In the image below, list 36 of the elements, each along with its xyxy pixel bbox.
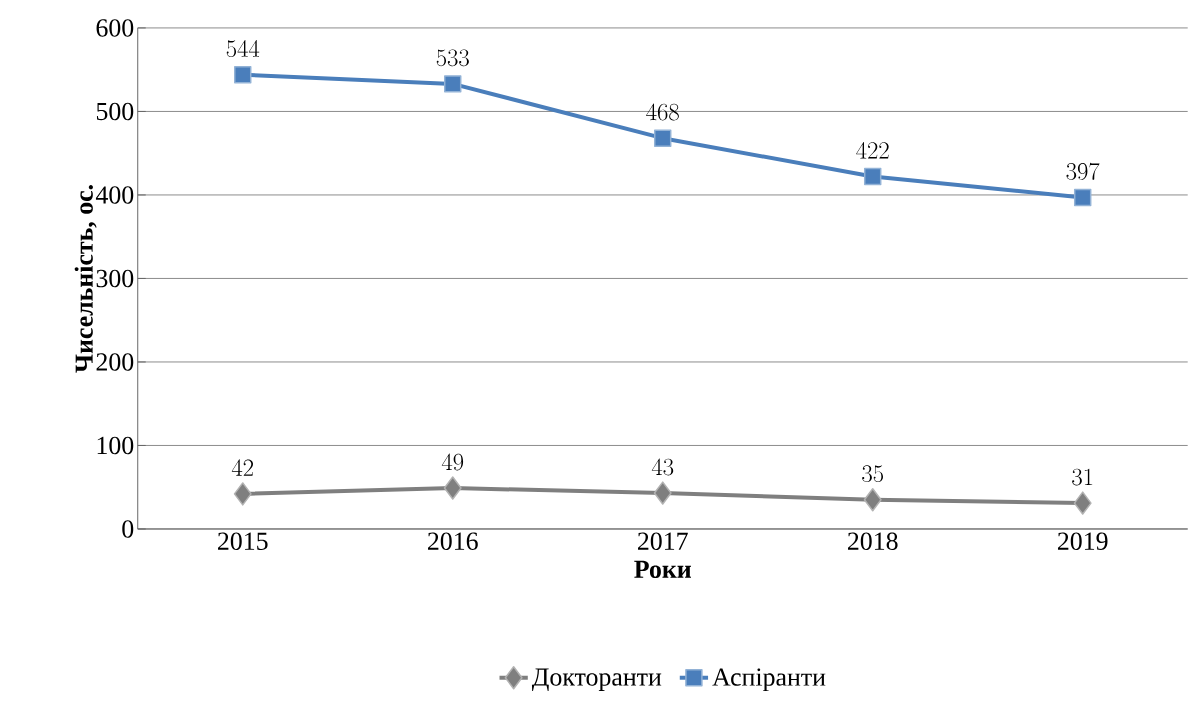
y-tick-label: 100: [97, 436, 134, 455]
data-label: 397: [1066, 162, 1100, 180]
point: [653, 129, 672, 148]
data-label: 544: [226, 40, 260, 58]
x-tick-label: 2016: [428, 532, 478, 551]
point: [234, 66, 252, 84]
y-tick-label: 0: [122, 520, 134, 538]
point: [863, 488, 882, 512]
y-tick-label: 300: [96, 269, 134, 288]
data-label: 42: [231, 459, 254, 477]
point: [1073, 491, 1092, 515]
point: [653, 481, 672, 505]
data-label: 31: [1072, 468, 1093, 486]
data-label: 422: [856, 142, 889, 159]
point: [443, 75, 462, 93]
data-label: 533: [436, 49, 469, 67]
point: [443, 476, 462, 500]
legend-label: Аспіранти: [712, 668, 826, 692]
y-tick-label: 400: [95, 186, 134, 204]
x-axis-title: Роки: [634, 560, 691, 579]
data-label: 35: [862, 465, 883, 483]
y-tick-label: 600: [96, 19, 134, 37]
y-axis-title: Чисельність, ос.: [74, 185, 97, 373]
x-tick-label: 2019: [1057, 532, 1108, 551]
x-tick-label: 2018: [848, 532, 898, 551]
y-tick-label: 200: [96, 353, 134, 371]
y-tick-label: 500: [96, 102, 134, 121]
data-label: 43: [651, 458, 674, 476]
data-label: 468: [646, 103, 679, 121]
point: [1073, 188, 1092, 207]
point: [863, 168, 882, 186]
legend-label: Докторанти: [531, 668, 662, 692]
x-tick-label: 2015: [218, 532, 268, 551]
point: [233, 482, 252, 506]
data-label: 49: [441, 453, 464, 471]
x-tick-label: 2017: [638, 532, 688, 551]
